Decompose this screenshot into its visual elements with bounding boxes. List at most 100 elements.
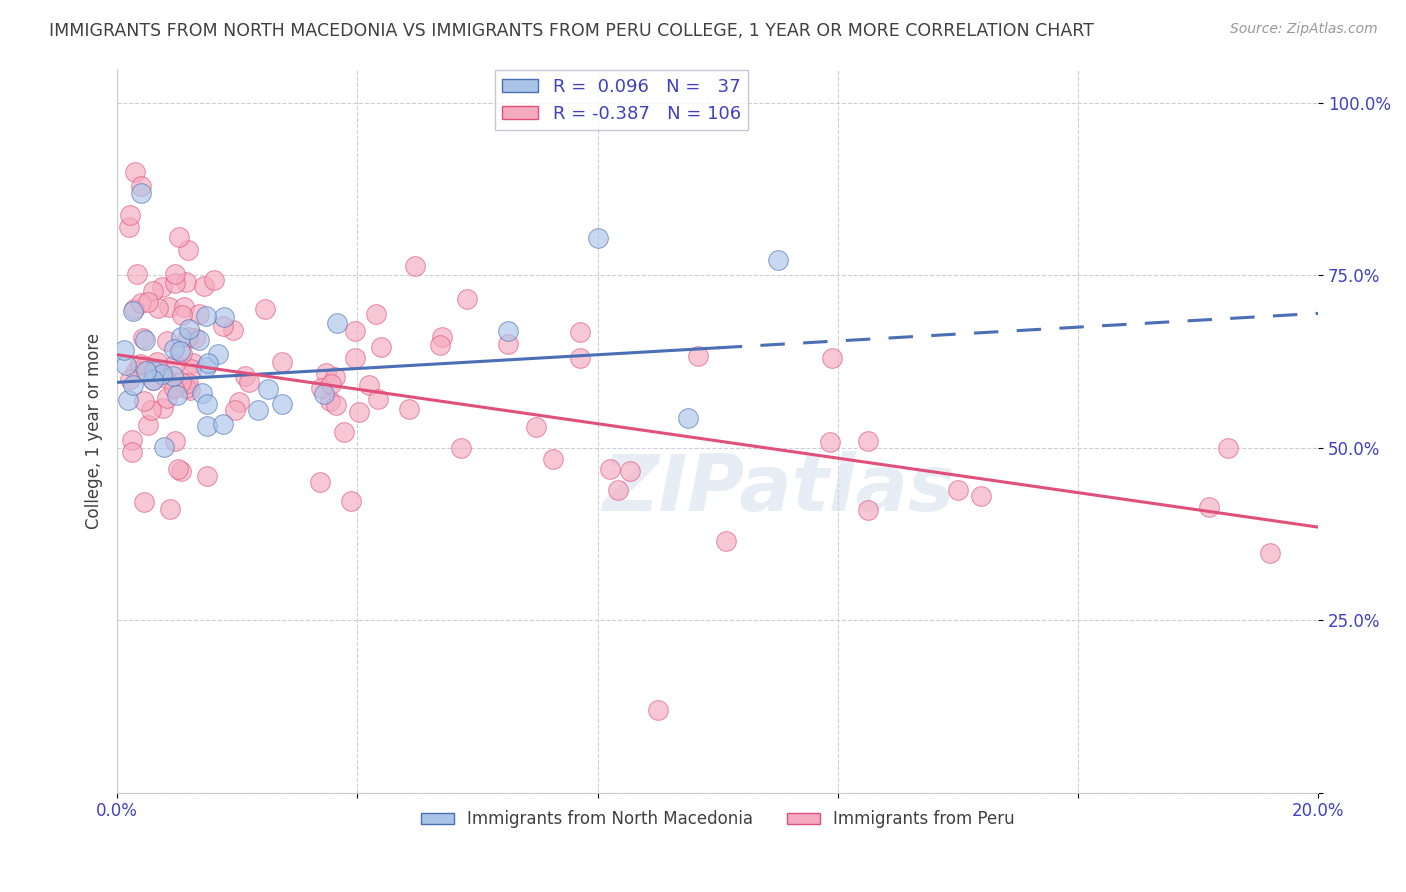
Point <box>233 368 256 383</box>
Point <box>856 502 879 516</box>
Point <box>319 376 342 391</box>
Point <box>270 397 292 411</box>
Point <box>195 397 218 411</box>
Point <box>177 376 200 390</box>
Point <box>309 475 332 489</box>
Point <box>156 334 179 349</box>
Point <box>326 316 349 330</box>
Point <box>173 300 195 314</box>
Point <box>676 410 699 425</box>
Point <box>142 285 165 299</box>
Point <box>118 372 141 386</box>
Point <box>323 370 346 384</box>
Point <box>172 346 194 360</box>
Point <box>136 295 159 310</box>
Point <box>179 383 201 397</box>
Point <box>149 363 172 377</box>
Point <box>586 231 609 245</box>
Point <box>188 333 211 347</box>
Point <box>176 381 198 395</box>
Point <box>129 295 152 310</box>
Point <box>129 357 152 371</box>
Point <box>569 351 592 366</box>
Point <box>152 401 174 415</box>
Point <box>180 362 202 376</box>
Point <box>524 419 547 434</box>
Point <box>398 401 420 416</box>
Point <box>183 331 205 345</box>
Point <box>1218 441 1240 455</box>
Point <box>228 395 250 409</box>
Point <box>177 322 200 336</box>
Point <box>166 462 188 476</box>
Point <box>202 273 225 287</box>
Point <box>339 493 361 508</box>
Point <box>194 359 217 374</box>
Point <box>163 434 186 448</box>
Point <box>152 440 174 454</box>
Point <box>367 392 389 407</box>
Point <box>169 343 191 358</box>
Point <box>166 387 188 401</box>
Point <box>647 703 669 717</box>
Point <box>134 359 156 374</box>
Point <box>162 368 184 383</box>
Point <box>129 178 152 193</box>
Point <box>172 308 194 322</box>
Point <box>150 280 173 294</box>
Point <box>121 433 143 447</box>
Point <box>159 502 181 516</box>
Point <box>222 323 245 337</box>
Point <box>970 489 993 503</box>
Point <box>541 452 564 467</box>
Point <box>195 310 218 324</box>
Point <box>134 333 156 347</box>
Point <box>212 319 235 334</box>
Point <box>163 381 186 395</box>
Point <box>142 373 165 387</box>
Point <box>343 351 366 365</box>
Point <box>370 340 392 354</box>
Point <box>312 386 335 401</box>
Point <box>122 304 145 318</box>
Point <box>270 354 292 368</box>
Point <box>821 351 844 366</box>
Point <box>135 364 157 378</box>
Point <box>163 267 186 281</box>
Point <box>1258 546 1281 560</box>
Point <box>115 359 138 373</box>
Point <box>856 434 879 448</box>
Text: Source: ZipAtlas.com: Source: ZipAtlas.com <box>1230 22 1378 37</box>
Point <box>170 375 193 389</box>
Text: IMMIGRANTS FROM NORTH MACEDONIA VS IMMIGRANTS FROM PERU COLLEGE, 1 YEAR OR MORE : IMMIGRANTS FROM NORTH MACEDONIA VS IMMIG… <box>49 22 1094 40</box>
Point <box>429 338 451 352</box>
Point <box>309 381 332 395</box>
Point <box>347 405 370 419</box>
Point <box>253 301 276 316</box>
Point <box>430 330 453 344</box>
Point <box>197 356 219 370</box>
Point <box>325 397 347 411</box>
Point <box>714 534 737 549</box>
Point <box>197 418 219 433</box>
Point <box>156 392 179 406</box>
Point <box>118 208 141 222</box>
Point <box>319 393 342 408</box>
Point <box>195 468 218 483</box>
Point <box>946 483 969 498</box>
Point <box>207 347 229 361</box>
Point <box>125 363 148 377</box>
Point <box>177 243 200 257</box>
Point <box>214 310 236 325</box>
Point <box>333 425 356 439</box>
Point <box>1198 500 1220 515</box>
Point <box>163 343 186 357</box>
Point <box>146 301 169 315</box>
Point <box>170 464 193 478</box>
Point <box>256 382 278 396</box>
Point <box>121 377 143 392</box>
Point <box>142 364 165 378</box>
Point <box>134 393 156 408</box>
Point <box>124 301 146 316</box>
Point <box>569 326 592 340</box>
